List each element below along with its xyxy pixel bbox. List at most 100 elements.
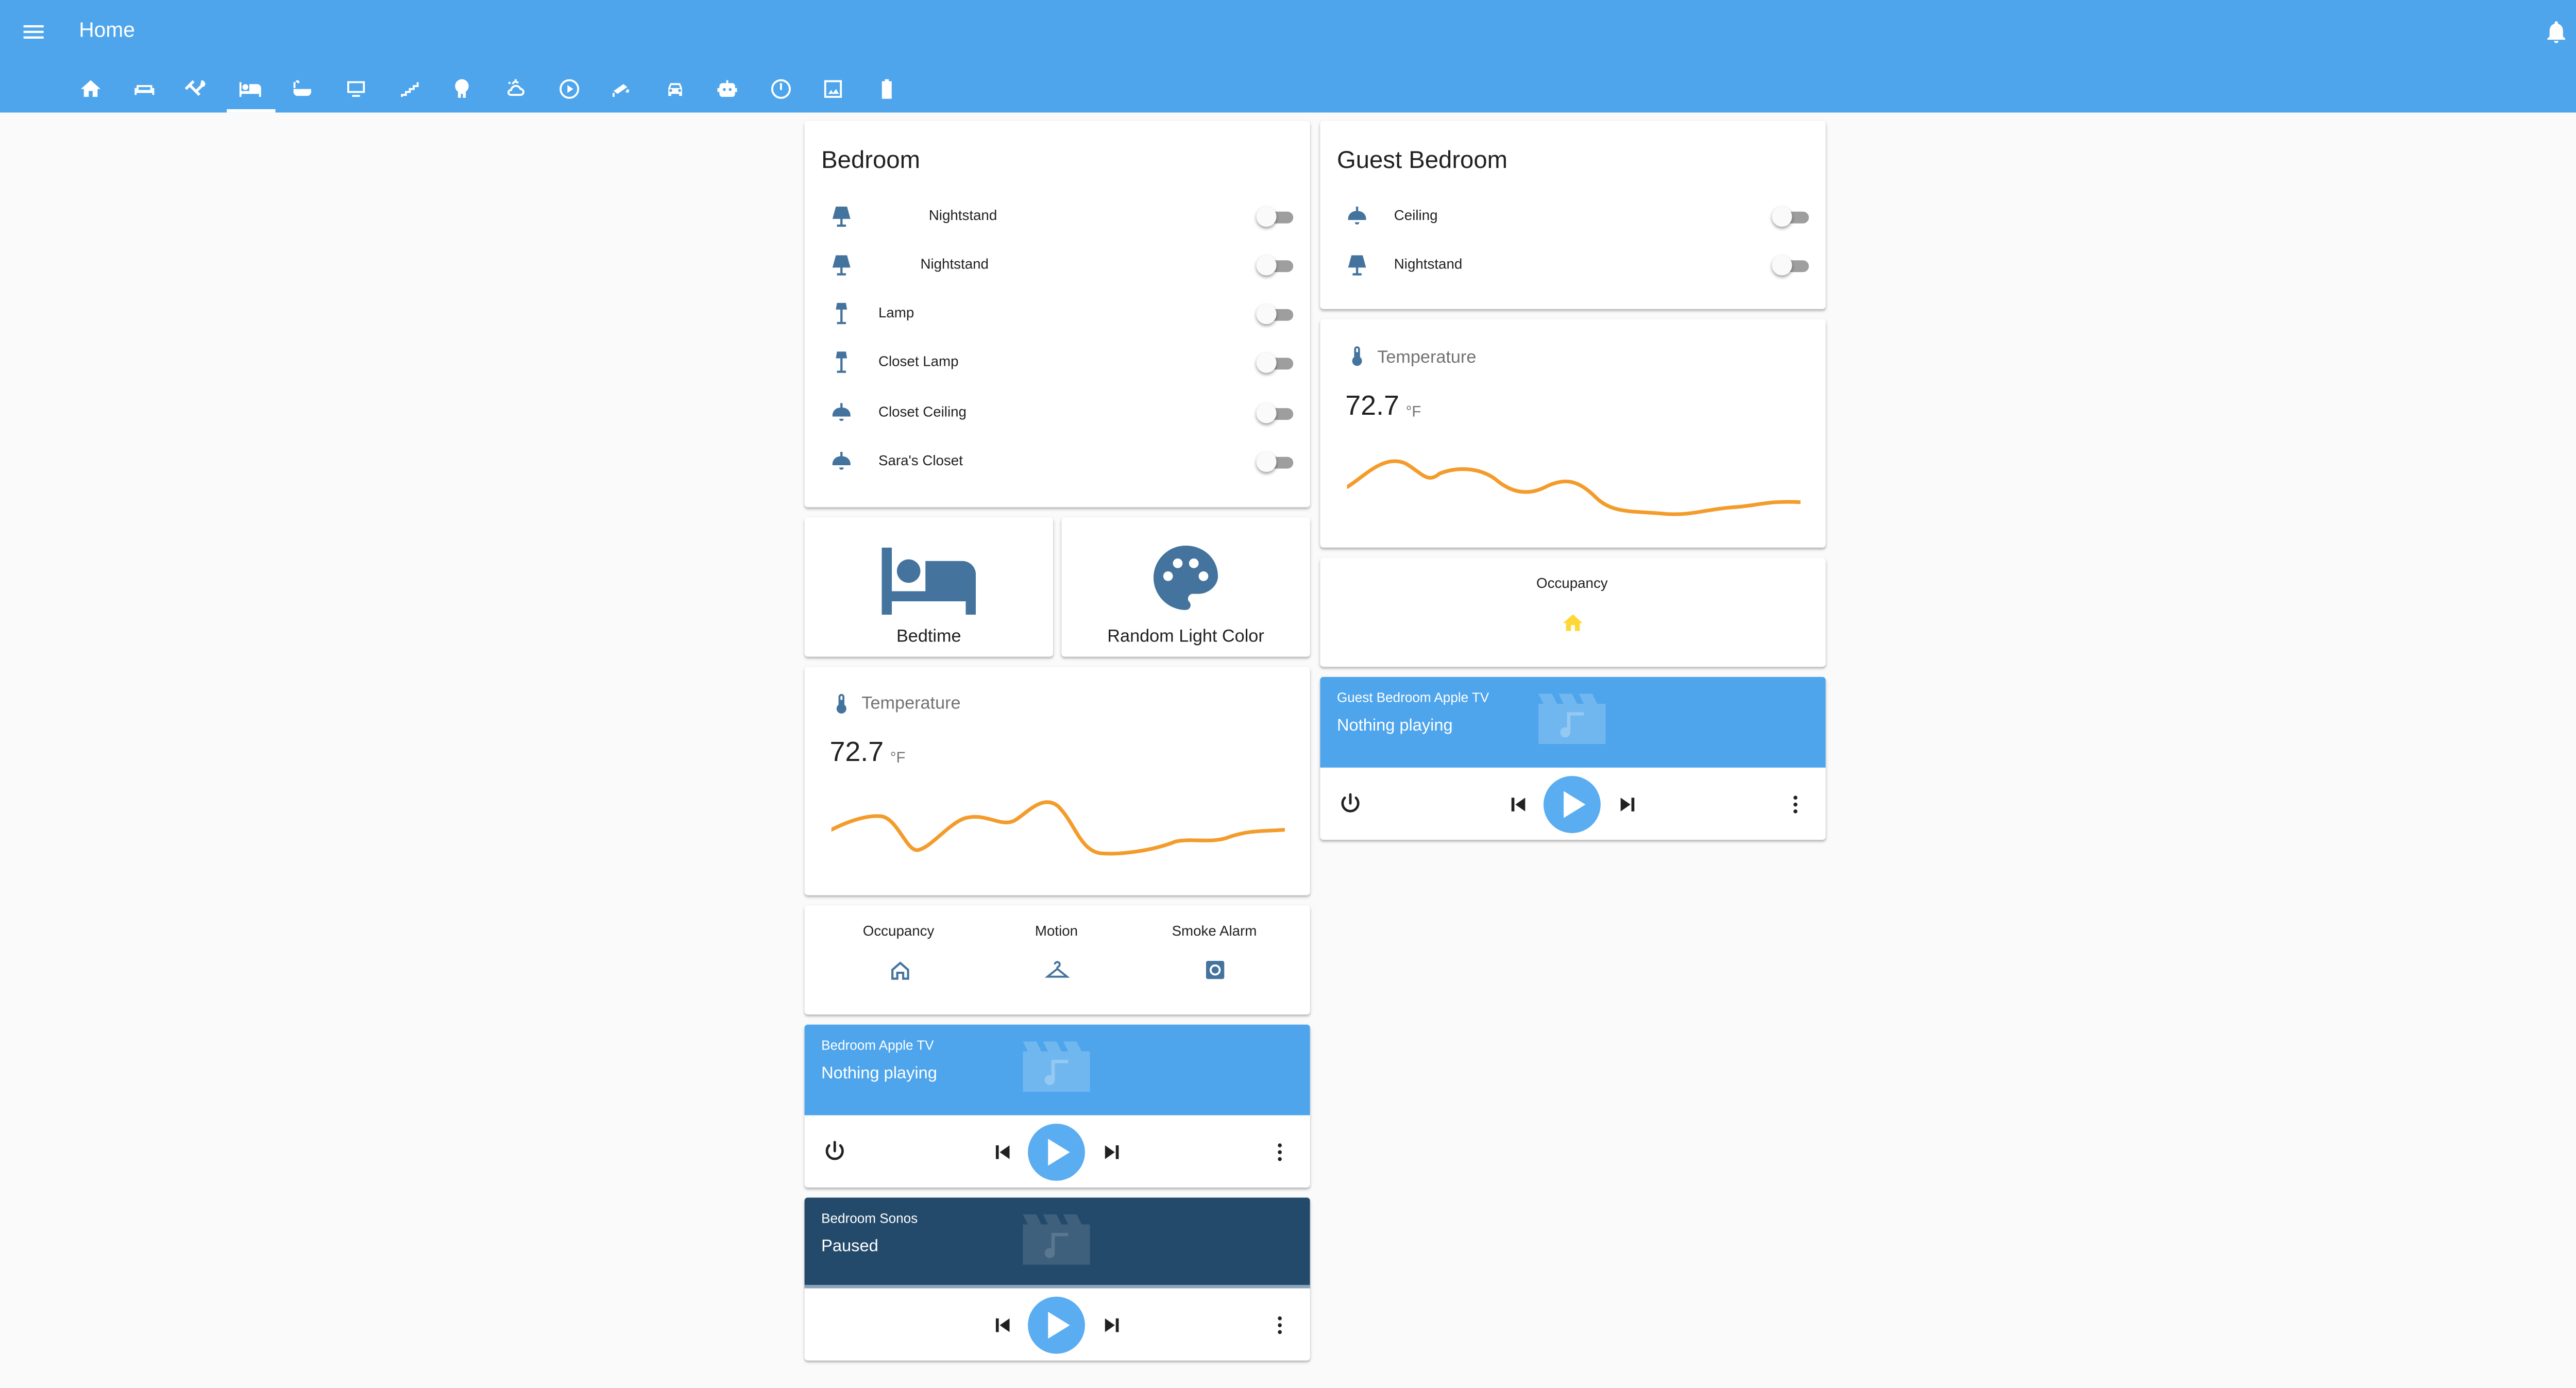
entity-name: Closet Lamp bbox=[878, 352, 959, 370]
battery-icon[interactable] bbox=[872, 74, 902, 104]
car-icon[interactable] bbox=[660, 74, 690, 104]
music-video-icon bbox=[1023, 1041, 1090, 1092]
bathtub-icon[interactable] bbox=[287, 74, 317, 104]
light-row-nightstand-1[interactable]: Nightstand bbox=[805, 200, 1310, 233]
entity-name: Nightstand bbox=[920, 255, 989, 273]
card-title: Bedroom bbox=[821, 147, 920, 175]
ceiling-light-icon bbox=[828, 400, 855, 427]
glance-name: Motion bbox=[1035, 922, 1078, 939]
dots-vertical-icon[interactable] bbox=[1268, 1139, 1292, 1174]
sofa-icon[interactable] bbox=[129, 74, 160, 104]
light-row-closet-ceiling[interactable]: Closet Ceiling bbox=[805, 396, 1310, 430]
bedtime-button[interactable]: Bedtime bbox=[804, 517, 1054, 657]
bed-icon bbox=[882, 547, 976, 615]
bedroom-entities-card: Bedroom Nightstand Nightstand Lamp bbox=[804, 121, 1310, 507]
bell-icon[interactable] bbox=[2543, 19, 2570, 45]
page-title: Home bbox=[79, 18, 135, 42]
cctv-icon[interactable] bbox=[606, 74, 637, 104]
ceiling-light-icon bbox=[828, 448, 855, 475]
random-light-color-button[interactable]: Random Light Color bbox=[1061, 517, 1310, 657]
lamp-icon bbox=[1344, 252, 1370, 279]
bedroom-apple-tv-card: Bedroom Apple TV Nothing playing bbox=[804, 1024, 1310, 1188]
thermometer-icon bbox=[829, 690, 853, 717]
progress-bar bbox=[804, 1284, 1310, 1289]
play-button[interactable] bbox=[1543, 776, 1601, 833]
toggle-switch[interactable] bbox=[1772, 255, 1809, 276]
card-title: Guest Bedroom bbox=[1336, 147, 1508, 175]
image-icon[interactable] bbox=[818, 74, 849, 104]
weather-partly-cloudy-icon[interactable] bbox=[500, 74, 531, 104]
monitor-icon[interactable] bbox=[341, 74, 371, 104]
bedroom-glance-card: Occupancy Motion Smoke Alarm bbox=[804, 905, 1310, 1015]
gauge-icon[interactable] bbox=[766, 74, 796, 104]
toggle-switch[interactable] bbox=[1256, 206, 1294, 227]
button-label: Bedtime bbox=[896, 626, 961, 647]
glance-name: Smoke Alarm bbox=[1172, 922, 1257, 939]
dots-vertical-icon[interactable] bbox=[1268, 1312, 1292, 1347]
music-video-icon bbox=[1023, 1214, 1090, 1265]
menu-icon[interactable] bbox=[20, 19, 47, 45]
media-header: Guest Bedroom Apple TV Nothing playing bbox=[1320, 676, 1826, 768]
hanger-icon[interactable] bbox=[1044, 959, 1070, 983]
smoke-detector-icon[interactable] bbox=[1204, 959, 1226, 980]
light-row-lamp[interactable]: Lamp bbox=[805, 297, 1310, 331]
guest-apple-tv-card: Guest Bedroom Apple TV Nothing playing bbox=[1320, 676, 1826, 840]
toggle-switch[interactable] bbox=[1256, 304, 1294, 325]
bedroom-temperature-card[interactable]: Temperature 72.7 °F bbox=[804, 667, 1310, 895]
power-icon[interactable] bbox=[821, 1139, 848, 1174]
light-row-ceiling[interactable]: Ceiling bbox=[1320, 200, 1825, 233]
home-outline-icon[interactable] bbox=[889, 959, 912, 983]
home-icon[interactable] bbox=[76, 74, 106, 104]
thermometer-icon bbox=[1345, 343, 1369, 369]
stairs-icon[interactable] bbox=[395, 74, 425, 104]
media-state: Paused bbox=[821, 1238, 878, 1257]
toggle-switch[interactable] bbox=[1772, 206, 1809, 227]
lamp-icon bbox=[828, 203, 855, 230]
media-entity-name: Guest Bedroom Apple TV bbox=[1336, 690, 1489, 706]
temperature-sparkline bbox=[1347, 459, 1801, 516]
bedroom-sonos-card: Bedroom Sonos Paused bbox=[804, 1197, 1310, 1361]
play-button[interactable] bbox=[1028, 1123, 1085, 1181]
entity-name: Lamp bbox=[878, 304, 914, 321]
silverware-icon[interactable] bbox=[181, 74, 212, 104]
ceiling-light-icon bbox=[1344, 203, 1370, 230]
sensor-name: Temperature bbox=[861, 693, 961, 714]
next-track-icon[interactable] bbox=[1616, 793, 1639, 825]
bed-icon[interactable] bbox=[235, 74, 265, 104]
next-track-icon[interactable] bbox=[1100, 1141, 1124, 1173]
toggle-switch[interactable] bbox=[1256, 255, 1294, 276]
light-row-closet-lamp[interactable]: Closet Lamp bbox=[805, 346, 1310, 380]
media-entity-name: Bedroom Sonos bbox=[821, 1211, 918, 1226]
play-button[interactable] bbox=[1028, 1296, 1085, 1354]
dots-vertical-icon[interactable] bbox=[1784, 791, 1807, 826]
temperature-sparkline bbox=[831, 800, 1285, 856]
light-row-nightstand[interactable]: Nightstand bbox=[1320, 248, 1825, 282]
guest-temperature-card[interactable]: Temperature 72.7 °F bbox=[1320, 319, 1826, 548]
light-row-nightstand-2[interactable]: Nightstand bbox=[805, 248, 1310, 282]
media-state: Nothing playing bbox=[821, 1064, 937, 1084]
entity-name: Nightstand bbox=[928, 206, 997, 224]
previous-track-icon[interactable] bbox=[1506, 793, 1530, 825]
home-icon[interactable] bbox=[1561, 612, 1586, 635]
toggle-switch[interactable] bbox=[1256, 403, 1294, 424]
toggle-switch[interactable] bbox=[1256, 352, 1294, 373]
glance-name: Occupancy bbox=[1536, 574, 1608, 591]
previous-track-icon[interactable] bbox=[991, 1141, 1014, 1173]
media-header: Bedroom Sonos Paused bbox=[804, 1197, 1310, 1289]
robot-icon[interactable] bbox=[712, 74, 742, 104]
sensor-value: 72.7 bbox=[829, 737, 884, 768]
active-tab-indicator bbox=[227, 109, 276, 113]
sensor-unit: °F bbox=[890, 749, 906, 766]
power-icon[interactable] bbox=[1337, 791, 1364, 826]
toggle-switch[interactable] bbox=[1256, 451, 1294, 472]
play-circle-icon[interactable] bbox=[554, 74, 585, 104]
sensor-value: 72.7 bbox=[1345, 391, 1399, 422]
music-video-icon bbox=[1538, 693, 1606, 744]
next-track-icon[interactable] bbox=[1100, 1313, 1124, 1345]
media-state: Nothing playing bbox=[1336, 717, 1453, 736]
previous-track-icon[interactable] bbox=[991, 1313, 1014, 1345]
tree-icon[interactable] bbox=[447, 74, 477, 104]
floor-lamp-icon bbox=[828, 301, 855, 328]
light-row-saras-closet[interactable]: Sara's Closet bbox=[805, 445, 1310, 479]
entity-name: Nightstand bbox=[1394, 255, 1463, 273]
